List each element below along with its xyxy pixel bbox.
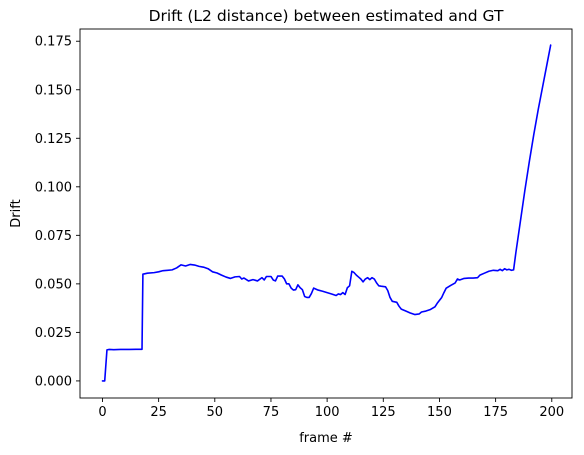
y-tick-label: 0.125 <box>35 132 72 147</box>
plot-frame <box>79 28 573 399</box>
x-tick-label: 25 <box>150 405 167 420</box>
x-axis-label: frame # <box>299 431 353 446</box>
y-tick-label: 0.175 <box>35 35 72 50</box>
x-tick-label: 175 <box>483 405 508 420</box>
x-tick-label: 125 <box>371 405 396 420</box>
y-tick-label: 0.100 <box>35 180 72 195</box>
y-axis-label: Drift <box>9 199 24 227</box>
x-tick-label: 150 <box>427 405 452 420</box>
y-axis: 0.000 0.025 0.050 0.075 0.100 0.125 0.150 0.175 <box>35 35 80 389</box>
x-tick-label: 200 <box>539 405 564 420</box>
chart-title: Drift (L2 distance) between estimated an… <box>149 7 504 25</box>
plot-area <box>80 29 572 398</box>
plot-series-group <box>101 44 552 382</box>
x-tick-label: 0 <box>98 405 106 420</box>
x-tick-label: 100 <box>315 405 340 420</box>
x-axis: 0 25 50 75 100 125 150 175 200 <box>98 398 564 420</box>
x-tick-label: 50 <box>207 405 224 420</box>
y-tick-label: 0.075 <box>35 229 72 244</box>
series-line-0 <box>101 44 552 382</box>
y-tick-label: 0.025 <box>35 326 72 341</box>
x-tick-label: 75 <box>263 405 280 420</box>
y-tick-label: 0.000 <box>35 374 72 389</box>
y-tick-label: 0.150 <box>35 83 72 98</box>
y-tick-label: 0.050 <box>35 277 72 292</box>
